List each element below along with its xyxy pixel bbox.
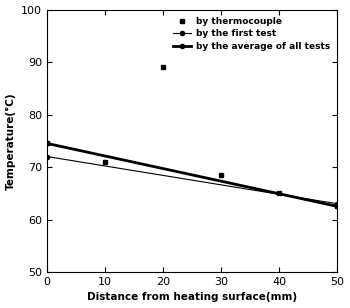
Legend: by thermocouple, by the first test, by the average of all tests: by thermocouple, by the first test, by t… — [171, 14, 333, 54]
Y-axis label: Temperature(°C): Temperature(°C) — [6, 92, 16, 190]
X-axis label: Distance from heating surface(mm): Distance from heating surface(mm) — [87, 292, 297, 302]
